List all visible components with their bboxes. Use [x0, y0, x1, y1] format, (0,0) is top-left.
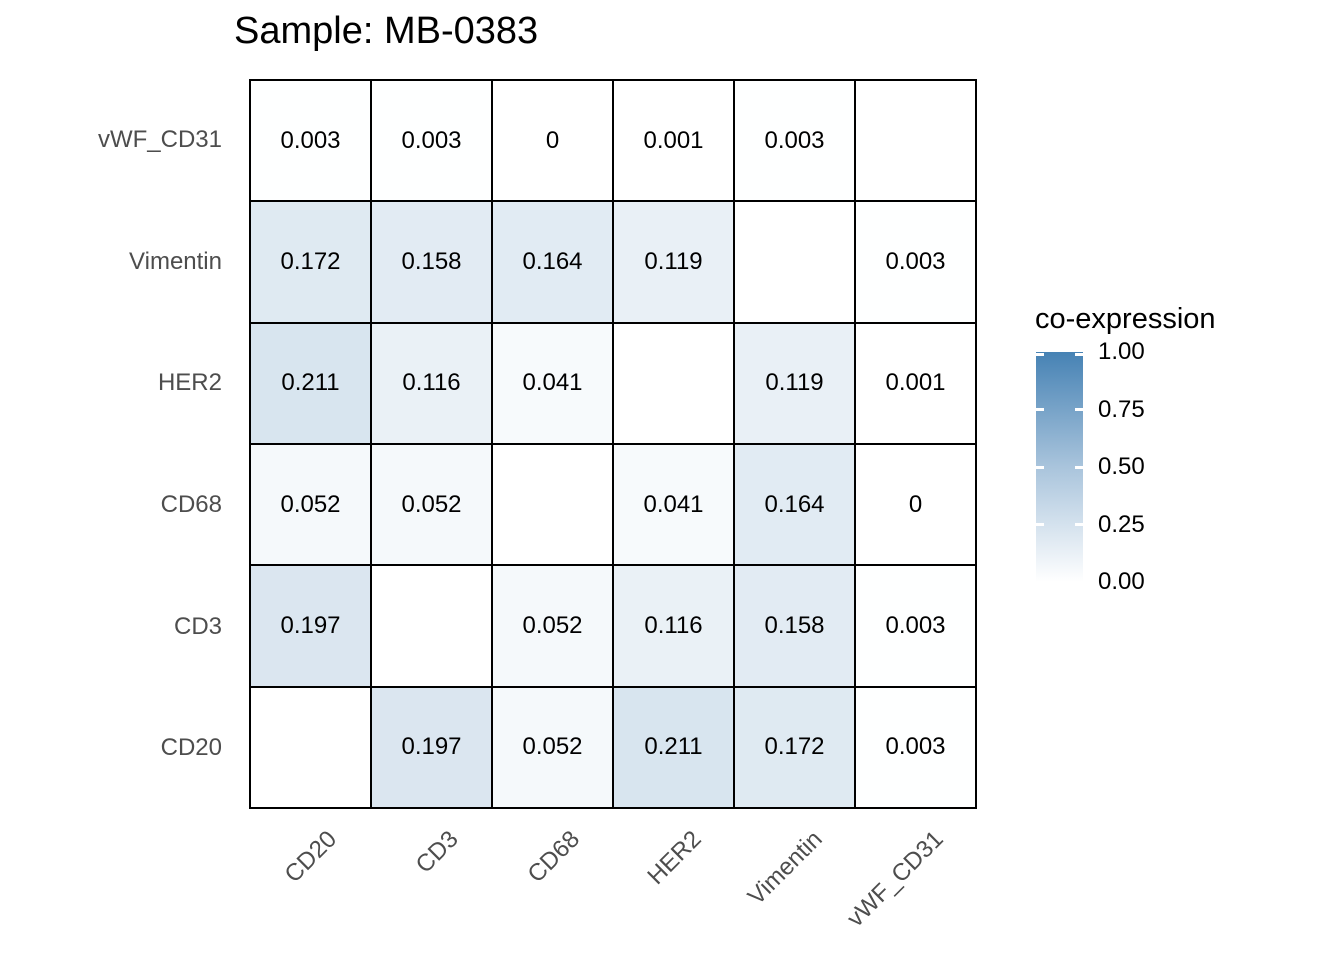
heatmap-cell: 0.116: [613, 565, 734, 687]
heatmap-cell: 0.001: [855, 322, 976, 444]
heatmap-cell: 0.003: [734, 80, 855, 202]
legend-tick-mark: [1036, 408, 1044, 411]
heatmap-cell: 0.158: [734, 565, 855, 687]
y-axis-label: vWF_CD31: [97, 125, 222, 153]
x-axis-label: Vimentin: [742, 825, 828, 911]
x-axis-label: CD3: [410, 825, 464, 879]
heatmap-cell: 0.003: [250, 80, 371, 202]
heatmap-cell: 0.052: [250, 444, 371, 566]
heatmap-cell: 0.052: [492, 686, 613, 808]
heatmap-cell: 0.211: [613, 686, 734, 808]
heatmap-cell: 0.197: [250, 565, 371, 687]
heatmap-cell: [613, 322, 734, 444]
heatmap-grid: 0.003 0.003 0 0.001 0.003 0.172 0.158 0.164 0.11…: [249, 79, 977, 809]
heatmap-cell: 0.172: [734, 686, 855, 808]
y-axis-label: Vimentin: [129, 247, 222, 275]
x-axis-label: CD20: [279, 825, 343, 889]
heatmap-cell: 0.041: [613, 444, 734, 566]
heatmap-cell: [855, 80, 976, 202]
heatmap-cell: [492, 444, 613, 566]
heatmap-cell: 0.164: [734, 444, 855, 566]
heatmap-cell: 0: [855, 444, 976, 566]
plot-title: Sample: MB-0383: [234, 10, 539, 52]
legend-tick-mark: [1075, 353, 1083, 356]
heatmap-cell: [371, 565, 492, 687]
heatmap-cell: 0.211: [250, 322, 371, 444]
x-axis-label: CD68: [522, 825, 586, 889]
legend-tick-mark: [1036, 353, 1044, 356]
legend-tick-mark: [1036, 465, 1044, 469]
legend-tick-mark: [1075, 408, 1083, 411]
legend-tick-mark: [1075, 523, 1083, 526]
legend-tick-label: 1.00: [1098, 338, 1145, 365]
heatmap-cell: 0.158: [371, 201, 492, 323]
legend-tick-mark: [1036, 523, 1044, 526]
legend-tick-label: 0.00: [1098, 568, 1145, 595]
x-axis-label: vWF_CD31: [842, 825, 950, 933]
heatmap-cell: 0.003: [855, 201, 976, 323]
legend-title: co-expression: [1035, 303, 1216, 335]
heatmap-cell: 0.116: [371, 322, 492, 444]
y-axis-label: CD20: [160, 734, 222, 762]
heatmap-cell: 0.172: [250, 201, 371, 323]
heatmap-cell: 0.003: [855, 686, 976, 808]
legend-tick-label: 0.25: [1098, 510, 1145, 538]
heatmap-cell: 0.052: [371, 444, 492, 566]
x-axis-label: HER2: [641, 825, 707, 890]
legend-tick-label: 0.75: [1098, 395, 1145, 423]
heatmap-cell: 0.003: [855, 565, 976, 687]
heatmap-cell: 0.164: [492, 201, 613, 323]
y-axis-label: HER2: [157, 369, 222, 397]
heatmap-cell: 0.001: [613, 80, 734, 202]
heatmap-cell: 0.119: [734, 322, 855, 444]
heatmap-cell: 0.197: [371, 686, 492, 808]
legend-tick-mark: [1075, 465, 1083, 469]
heatmap-cell: 0.119: [613, 201, 734, 323]
heatmap-cell: 0.041: [492, 322, 613, 444]
y-axis-label: CD68: [160, 490, 222, 518]
legend-colorbar: [1036, 352, 1083, 582]
heatmap-cell: 0: [492, 80, 613, 202]
legend-tick-label: 0.50: [1098, 453, 1145, 480]
heatmap-cell: [734, 201, 855, 323]
heatmap-cell: 0.052: [492, 565, 613, 687]
heatmap-cell: [250, 686, 371, 808]
y-axis-label: CD3: [173, 612, 222, 640]
heatmap-cell: 0.003: [371, 80, 492, 202]
